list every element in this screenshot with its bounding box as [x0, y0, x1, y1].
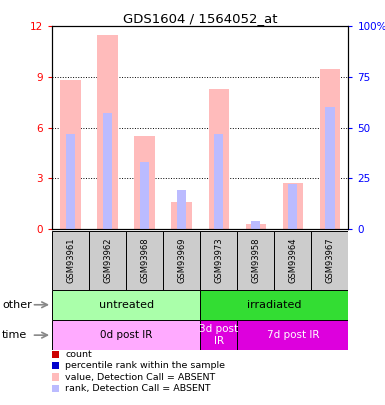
Bar [52, 231, 89, 290]
Bar [209, 89, 229, 229]
Bar [237, 320, 348, 350]
Text: 7d post IR: 7d post IR [266, 330, 319, 340]
Bar [66, 134, 75, 229]
Text: 3d post
IR: 3d post IR [199, 324, 238, 346]
Bar [52, 290, 200, 320]
Text: GSM93962: GSM93962 [103, 237, 112, 283]
Text: GSM93958: GSM93958 [251, 237, 260, 283]
Text: GSM93961: GSM93961 [66, 237, 75, 283]
Bar [97, 35, 118, 229]
Bar [325, 107, 335, 229]
Text: count: count [65, 350, 92, 359]
Text: GSM93967: GSM93967 [325, 237, 335, 283]
Bar [200, 290, 348, 320]
Bar [311, 231, 348, 290]
Text: value, Detection Call = ABSENT: value, Detection Call = ABSENT [65, 373, 215, 382]
Bar [163, 231, 200, 290]
Bar [89, 231, 126, 290]
Bar [237, 231, 274, 290]
Bar [171, 202, 192, 229]
Title: GDS1604 / 1564052_at: GDS1604 / 1564052_at [123, 12, 278, 25]
Text: irradiated: irradiated [247, 300, 301, 310]
Text: rank, Detection Call = ABSENT: rank, Detection Call = ABSENT [65, 384, 211, 393]
Text: GSM93968: GSM93968 [140, 237, 149, 283]
Bar [134, 136, 155, 229]
Bar [283, 183, 303, 229]
Bar [288, 184, 298, 229]
Text: GSM93969: GSM93969 [177, 237, 186, 283]
Bar [60, 80, 81, 229]
Bar [200, 320, 237, 350]
Bar [103, 113, 112, 229]
Bar [52, 320, 200, 350]
Bar [214, 134, 223, 229]
Bar [320, 68, 340, 229]
Text: percentile rank within the sample: percentile rank within the sample [65, 361, 225, 370]
Bar [177, 190, 186, 229]
Bar [274, 231, 311, 290]
Text: untreated: untreated [99, 300, 154, 310]
Text: time: time [2, 330, 27, 340]
Bar [140, 162, 149, 229]
Bar [200, 231, 237, 290]
Bar [246, 224, 266, 229]
Bar [251, 221, 260, 229]
Text: 0d post IR: 0d post IR [100, 330, 152, 340]
Bar [126, 231, 163, 290]
Text: GSM93973: GSM93973 [214, 237, 223, 283]
Text: GSM93964: GSM93964 [288, 237, 297, 283]
Text: other: other [2, 300, 32, 310]
